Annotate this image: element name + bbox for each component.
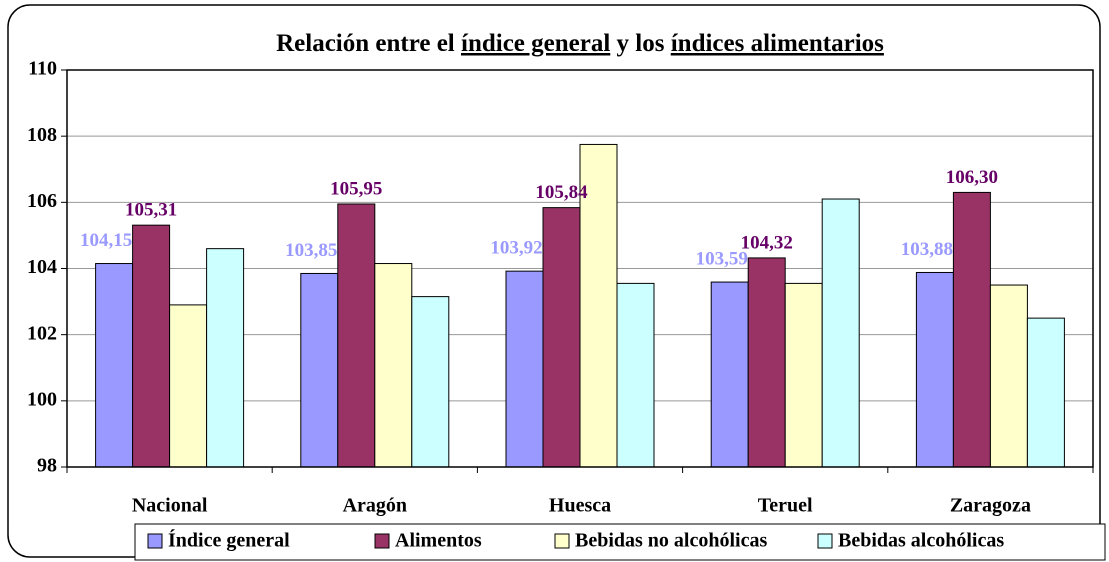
bar: [300, 272, 339, 468]
value-label: 104,15: [80, 230, 132, 251]
bar: [821, 198, 860, 468]
title-part: índices alimentarios: [671, 30, 884, 57]
title-part: índice general: [461, 30, 610, 57]
value-label: 105,95: [330, 178, 382, 199]
value-label: 105,31: [125, 200, 177, 221]
y-tick-label: 108: [27, 124, 57, 146]
y-tick-label: 104: [27, 256, 57, 278]
chart-title: Relación entre el índice general y los í…: [276, 30, 884, 57]
legend-label: Bebidas no alcohólicas: [575, 530, 767, 552]
legend-label: Índice general: [168, 529, 290, 552]
bar: [1026, 317, 1065, 468]
legend-box: [134, 523, 1106, 561]
value-label: 103,88: [901, 239, 953, 260]
bar: [579, 143, 618, 468]
value-label: 103,59: [696, 248, 748, 269]
title-part: y los: [610, 30, 670, 57]
value-label: 103,85: [285, 240, 337, 261]
bar: [505, 270, 544, 468]
bar: [95, 263, 134, 468]
x-tick-label: Nacional: [132, 495, 208, 517]
value-label: 103,92: [490, 238, 542, 259]
bar: [132, 224, 171, 468]
legend-swatch: [554, 533, 570, 549]
legend-label: Bebidas alcohólicas: [838, 530, 1004, 552]
legend-swatch: [374, 533, 390, 549]
y-tick-label: 110: [28, 58, 57, 80]
legend-label: Alimentos: [395, 530, 482, 552]
x-tick-label: Teruel: [758, 495, 813, 517]
bar: [710, 281, 749, 468]
bar: [337, 203, 376, 468]
bar: [374, 263, 413, 468]
y-tick-label: 98: [37, 455, 57, 477]
legend-swatch: [817, 533, 833, 549]
y-tick-label: 100: [27, 388, 57, 410]
title-part: Relación entre el: [276, 30, 461, 57]
bar: [952, 191, 991, 468]
bar: [411, 296, 450, 468]
x-tick-label: Zaragoza: [950, 495, 1031, 517]
plot-border: [66, 69, 1094, 468]
value-label: 106,30: [946, 167, 998, 188]
bar: [169, 304, 208, 468]
value-label: 105,84: [535, 182, 588, 203]
bar: [542, 207, 581, 468]
y-tick-label: 102: [27, 322, 57, 344]
x-tick-label: Aragón: [343, 495, 407, 517]
y-tick-label: 106: [27, 190, 57, 212]
bar: [784, 282, 823, 468]
value-label: 104,32: [741, 232, 793, 253]
legend-swatch: [147, 533, 163, 549]
bar: [989, 284, 1028, 468]
bar: [206, 248, 245, 468]
bar: [915, 271, 954, 468]
bar: [747, 257, 786, 468]
bar: [616, 282, 655, 468]
x-tick-label: Huesca: [549, 495, 611, 517]
